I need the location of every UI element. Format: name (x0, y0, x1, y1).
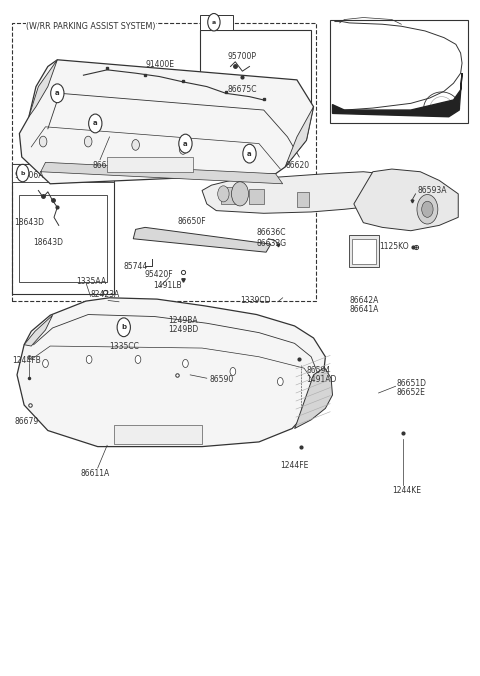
Text: 86620: 86620 (285, 160, 309, 170)
Text: 1249BD: 1249BD (168, 325, 198, 335)
Polygon shape (354, 169, 458, 231)
Circle shape (117, 318, 131, 337)
Text: 91400E: 91400E (145, 60, 174, 69)
Polygon shape (19, 59, 313, 184)
Text: 86611A: 86611A (81, 469, 110, 478)
Text: 95700P: 95700P (228, 52, 256, 61)
Text: 1244KE: 1244KE (392, 486, 421, 496)
Polygon shape (221, 187, 240, 204)
Circle shape (208, 14, 220, 31)
Circle shape (86, 356, 92, 364)
Polygon shape (24, 315, 53, 346)
Polygon shape (41, 162, 283, 184)
Polygon shape (17, 297, 325, 447)
Text: 18643D: 18643D (34, 238, 64, 247)
Circle shape (230, 368, 236, 376)
Polygon shape (114, 425, 202, 444)
Circle shape (16, 164, 29, 182)
Text: 85744: 85744 (124, 262, 148, 271)
Circle shape (89, 114, 102, 133)
Polygon shape (107, 157, 192, 172)
Polygon shape (133, 227, 271, 252)
Text: 1244FB: 1244FB (12, 356, 41, 365)
Text: b: b (121, 324, 126, 331)
Text: 1335CC: 1335CC (109, 341, 139, 351)
Polygon shape (352, 239, 376, 264)
Text: 86679: 86679 (14, 417, 39, 427)
Circle shape (179, 134, 192, 153)
Circle shape (43, 360, 48, 368)
Text: 86593A: 86593A (418, 186, 447, 195)
Text: 18643D: 18643D (14, 218, 45, 227)
Circle shape (243, 144, 256, 163)
Circle shape (231, 182, 249, 206)
Circle shape (39, 136, 47, 147)
Polygon shape (297, 192, 309, 207)
Circle shape (417, 195, 438, 224)
Text: 86642A: 86642A (349, 296, 379, 305)
Text: 1249BA: 1249BA (168, 316, 197, 325)
Text: 82423A: 82423A (91, 290, 120, 299)
Text: 1491AD: 1491AD (306, 375, 337, 384)
Text: 1339CD: 1339CD (240, 296, 271, 305)
Polygon shape (202, 172, 411, 214)
Text: 86590: 86590 (209, 375, 233, 384)
Text: 86651D: 86651D (396, 379, 427, 388)
Polygon shape (333, 73, 462, 117)
Text: 86636C: 86636C (257, 228, 286, 237)
Polygon shape (12, 164, 114, 183)
Circle shape (218, 186, 229, 202)
Circle shape (51, 84, 64, 103)
Text: 86594: 86594 (306, 366, 331, 375)
Text: a: a (247, 151, 252, 157)
Polygon shape (250, 189, 264, 204)
Text: 86641A: 86641A (349, 306, 379, 314)
Text: 86633G: 86633G (257, 239, 287, 248)
Circle shape (422, 201, 433, 217)
Text: 1335AA: 1335AA (76, 276, 107, 285)
Polygon shape (349, 235, 379, 267)
Text: a: a (183, 141, 188, 147)
Polygon shape (295, 368, 333, 429)
Text: 86611A: 86611A (93, 160, 122, 170)
Text: a: a (55, 91, 60, 96)
Text: 1244FE: 1244FE (280, 461, 309, 470)
Text: 95420F: 95420F (145, 270, 174, 279)
Circle shape (182, 360, 188, 368)
Polygon shape (285, 107, 313, 167)
Text: a: a (212, 20, 216, 25)
Polygon shape (200, 15, 233, 30)
Circle shape (135, 356, 141, 364)
Circle shape (84, 136, 92, 147)
Text: 1125KO: 1125KO (379, 242, 408, 251)
Text: a: a (93, 120, 97, 126)
Text: 86650F: 86650F (178, 217, 206, 226)
Text: 1491LB: 1491LB (154, 281, 182, 290)
Text: 86675C: 86675C (227, 85, 257, 95)
Circle shape (179, 143, 187, 154)
Text: 86652E: 86652E (396, 389, 425, 397)
Circle shape (132, 139, 139, 150)
Text: (W/RR PARKING ASSIST SYSTEM): (W/RR PARKING ASSIST SYSTEM) (26, 22, 156, 30)
Text: b: b (21, 170, 25, 176)
Polygon shape (29, 59, 57, 117)
Circle shape (277, 378, 283, 385)
Text: 92506A: 92506A (14, 171, 44, 180)
